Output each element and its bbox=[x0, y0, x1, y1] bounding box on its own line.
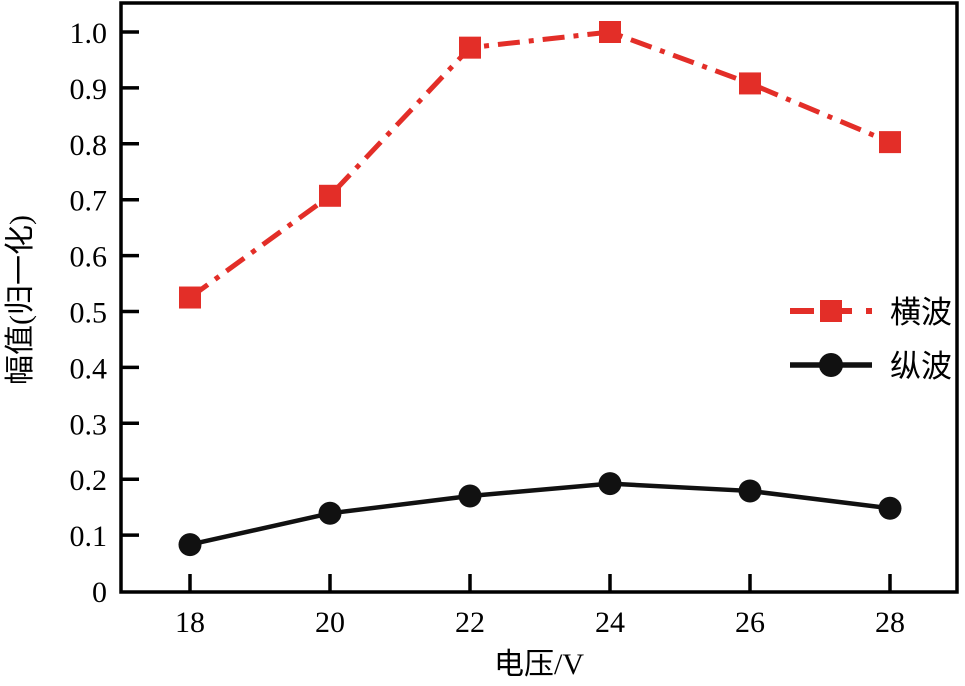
data-point-marker bbox=[318, 501, 342, 525]
data-point-marker bbox=[458, 484, 482, 508]
series-line bbox=[189, 481, 891, 547]
y-tick-label: 0.5 bbox=[70, 297, 108, 330]
y-axis-title: 幅值(归一化) bbox=[4, 215, 37, 385]
y-tick-label: 0 bbox=[92, 576, 107, 609]
data-point-marker bbox=[598, 472, 622, 496]
y-tick-label: 1.0 bbox=[70, 17, 108, 50]
legend-marker-sample bbox=[819, 353, 843, 377]
data-point-marker bbox=[878, 496, 902, 520]
plot-frame bbox=[119, 1, 959, 594]
y-tick-label: 0.2 bbox=[70, 464, 108, 497]
legend-marker-sample bbox=[820, 300, 842, 322]
y-axis-ticks bbox=[121, 30, 139, 537]
data-point-marker bbox=[459, 36, 481, 59]
data-point-marker bbox=[319, 184, 341, 207]
data-point-marker bbox=[179, 286, 201, 309]
data-point-marker bbox=[599, 21, 621, 43]
x-tick-label: 18 bbox=[175, 606, 205, 639]
series-line bbox=[188, 29, 891, 300]
y-tick-label: 0.9 bbox=[70, 73, 108, 106]
x-tick-label: 20 bbox=[315, 606, 345, 639]
data-point-marker bbox=[879, 131, 901, 154]
x-axis-tick-labels: 18 20 22 24 26 28 bbox=[175, 606, 905, 639]
y-tick-label: 0.4 bbox=[70, 352, 108, 385]
y-axis-tick-labels: 0 0.1 0.2 0.3 0.4 0.5 0.6 0.7 0.8 0.9 1.0 bbox=[70, 17, 108, 609]
x-tick-label: 28 bbox=[875, 606, 905, 639]
x-axis-ticks bbox=[188, 574, 892, 592]
data-point-marker bbox=[739, 72, 761, 95]
data-point-marker bbox=[738, 479, 762, 503]
data-point-marker bbox=[178, 533, 202, 557]
x-tick-label: 26 bbox=[735, 606, 765, 639]
x-axis-title: 电压/V bbox=[494, 648, 584, 681]
y-tick-label: 0.8 bbox=[70, 129, 108, 162]
legend-label: 纵波 bbox=[890, 349, 952, 384]
y-tick-label: 0.7 bbox=[70, 185, 108, 218]
y-tick-label: 0.3 bbox=[70, 408, 108, 441]
x-tick-label: 22 bbox=[455, 606, 485, 639]
x-tick-label: 24 bbox=[595, 606, 625, 639]
y-tick-label: 0.1 bbox=[70, 520, 108, 553]
legend-label: 横波 bbox=[890, 295, 952, 330]
data-series-layer bbox=[178, 21, 902, 557]
y-tick-label: 0.6 bbox=[70, 241, 108, 274]
